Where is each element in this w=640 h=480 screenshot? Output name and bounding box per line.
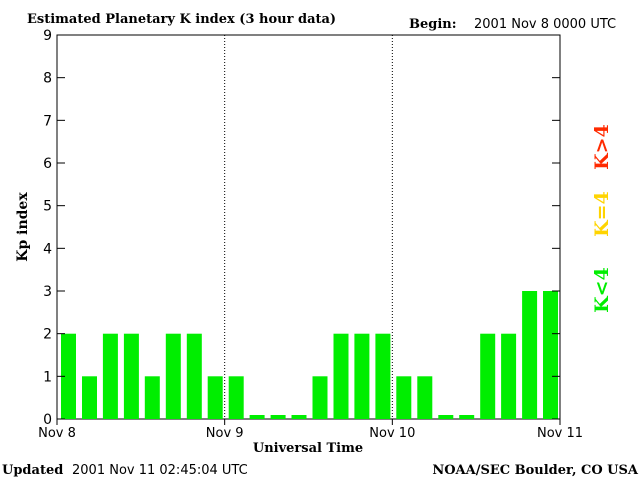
chart-title: Estimated Planetary K index (3 hour data…: [27, 12, 336, 27]
kp-bar: [417, 376, 433, 419]
kp-bar: [438, 415, 454, 419]
x-tick-label: Nov 10: [369, 426, 415, 441]
kp-bar: [165, 333, 181, 419]
kp-bar: [501, 333, 517, 419]
kp-bar: [312, 376, 328, 419]
kp-bar: [228, 376, 244, 419]
legend: K>4 K=4 K<4: [591, 124, 613, 313]
kp-bar: [480, 333, 496, 419]
y-tick-label: 3: [43, 284, 52, 300]
y-tick-label: 9: [43, 28, 52, 44]
kp-bar: [186, 333, 202, 419]
kp-bar: [144, 376, 160, 419]
kp-bar: [61, 333, 76, 419]
updated-value: 2001 Nov 11 02:45:04 UTC: [72, 463, 248, 478]
y-tick-label: 6: [43, 156, 52, 172]
kp-bar: [102, 333, 118, 419]
begin-label: Begin:: [409, 17, 457, 32]
kp-bar: [82, 376, 97, 419]
y-tick-label: 5: [43, 199, 52, 215]
kp-bar: [333, 333, 349, 419]
x-tick-label: Nov 11: [537, 426, 583, 441]
kp-bar: [543, 291, 558, 419]
kp-bar: [249, 415, 265, 419]
legend-k-gt-4: K>4: [591, 124, 613, 170]
day-dividers: [224, 35, 393, 419]
kp-bar: [354, 333, 370, 419]
x-axis-title: Universal Time: [253, 441, 363, 456]
plot-frame: [56, 34, 561, 420]
kp-bar: [522, 291, 538, 419]
kp-bar: [396, 376, 412, 419]
y-axis-ticks: 0 1 2 3 4 5 6 7 8 9: [43, 28, 560, 428]
legend-k-eq-4: K=4: [591, 191, 613, 237]
y-tick-label: 8: [43, 71, 52, 87]
x-axis-ticks: Nov 8 Nov 9 Nov 10 Nov 11: [38, 419, 583, 441]
plot-area: 0 1 2 3 4 5 6 7 8 9 Nov 8 Nov 9 Nov 10 Nov 11: [38, 28, 583, 441]
y-tick-label: 4: [43, 241, 52, 257]
legend-k-lt-4: K<4: [591, 267, 613, 313]
source-credit: NOAA/SEC Boulder, CO USA: [432, 463, 639, 478]
y-tick-label: 1: [43, 369, 52, 385]
updated-label: Updated: [2, 463, 63, 478]
x-tick-label: Nov 8: [38, 426, 76, 441]
begin-value: 2001 Nov 8 0000 UTC: [474, 17, 616, 32]
kp-bar: [291, 415, 307, 419]
y-tick-label: 7: [43, 113, 52, 129]
bars: [61, 291, 558, 419]
kp-bar: [459, 415, 475, 419]
kp-bar: [123, 333, 139, 419]
kp-bar: [375, 333, 391, 419]
y-tick-label: 2: [43, 327, 52, 343]
y-tick-label: 0: [43, 412, 52, 428]
x-tick-label: Nov 9: [206, 426, 244, 441]
kp-bar: [207, 376, 223, 419]
kp-bar: [270, 415, 286, 419]
y-axis-title: Kp index: [15, 192, 31, 262]
